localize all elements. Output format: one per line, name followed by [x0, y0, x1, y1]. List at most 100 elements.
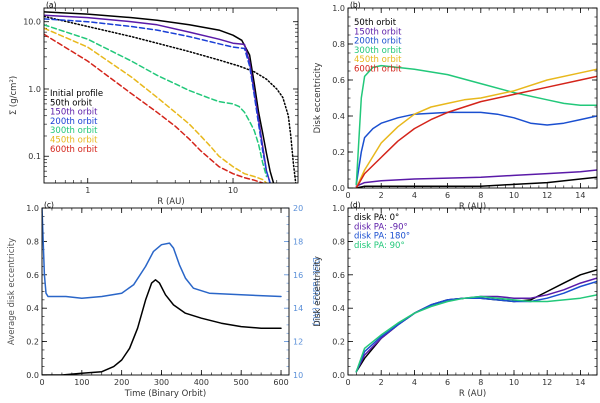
- legend-entry: Initial profile: [50, 89, 103, 99]
- panel-label: (c): [44, 201, 54, 210]
- minor-ticks: [41, 207, 282, 376]
- legend-entry: 450th orbit: [50, 136, 98, 146]
- legend-entry: 600th orbit: [50, 145, 98, 155]
- legend-entry: disk PA: 180°: [354, 232, 410, 242]
- y-tick-label: 0.2: [26, 338, 39, 347]
- x-tick-label: 200: [114, 378, 129, 387]
- panel-1: 1 10 0.1 1.0 10.0 (a) R (AU) Σ (g/cm²) Initial p…: [9, 1, 299, 207]
- x-tick-label: 0: [345, 378, 350, 387]
- y2-tick-label: 14: [293, 304, 303, 313]
- legend-entry: disk PA: 90°: [354, 241, 405, 251]
- x-tick-label: 6: [445, 191, 450, 200]
- x-tick-label: 6: [445, 378, 450, 387]
- legend-entry: 450th orbit: [354, 55, 402, 65]
- panel-label: (d): [350, 201, 361, 210]
- y-tick-label: 0.6: [332, 271, 345, 280]
- series-line: [355, 176, 597, 188]
- y-tick-label: 0.0: [332, 184, 345, 193]
- x-tick-label: 14: [575, 378, 585, 387]
- y-tick-label: 1.0: [26, 204, 39, 213]
- series-line: [355, 169, 597, 187]
- x-tick-label: 4: [412, 191, 417, 200]
- y2-tick-label: 20: [293, 204, 303, 213]
- legend-entry: 300th orbit: [50, 126, 98, 136]
- panel-4: 0 2 4 6 8 10 12 14 0.0 0.2 0.4 0.6 0.8 1.0 (d) R (AU) Di…: [313, 201, 598, 399]
- legend-entry: 150th orbit: [354, 27, 402, 37]
- series-line: [42, 208, 282, 299]
- x-axis-label: R (AU): [459, 202, 486, 212]
- series-line: [355, 277, 597, 373]
- x-tick-label: 12: [542, 378, 552, 387]
- legend-entry: disk PA: -90°: [354, 222, 408, 232]
- plot-frame: [347, 207, 598, 376]
- plot-frame: [43, 7, 299, 184]
- legend-entry: 200th orbit: [354, 37, 402, 47]
- x-tick-label: 8: [478, 191, 483, 200]
- x-tick-label: 400: [194, 378, 209, 387]
- x-tick-label: 2: [379, 378, 384, 387]
- legend-entry: 300th orbit: [354, 46, 402, 56]
- y-tick-label: 0.6: [26, 271, 39, 280]
- y-tick-label: 0.0: [332, 371, 345, 380]
- x-tick-label: 0: [39, 378, 44, 387]
- panel-3: 0 100 200 300 400 500 600 0.0 0.2 0.4 0.6 0.8 1.0 10 1…: [7, 201, 320, 400]
- y-tick-label: 0.8: [26, 237, 39, 246]
- legend-entry: 50th orbit: [50, 98, 93, 108]
- series-line: [42, 279, 282, 375]
- series-line: [44, 18, 271, 183]
- series-line: [355, 269, 597, 373]
- y2-axis-label: Disk radius (AU): [310, 257, 320, 326]
- y-tick-label: 1.0: [28, 85, 41, 94]
- y-axis-label: Σ (g/cm²): [9, 76, 19, 115]
- minor-ticks: [44, 8, 298, 183]
- y-tick-label: 0.8: [332, 237, 345, 246]
- x-tick-label: 100: [74, 378, 89, 387]
- x-tick-label: 10: [509, 378, 519, 387]
- x-tick-label: 8: [478, 378, 483, 387]
- x-tick-label: 14: [575, 191, 585, 200]
- y2-tick-label: 16: [293, 271, 303, 280]
- series-line: [44, 15, 297, 183]
- y-tick-label: 0.4: [26, 304, 39, 313]
- y2-tick-label: 10: [293, 371, 303, 380]
- series-line: [44, 33, 264, 183]
- series-line: [355, 280, 597, 373]
- y2-tick-label: 18: [293, 237, 303, 246]
- y-tick-label: 0.6: [332, 76, 345, 85]
- y-axis-label: Disk eccentricity: [313, 63, 323, 134]
- series-group: [44, 11, 297, 183]
- legend-entry: 50th orbit: [354, 18, 397, 28]
- series-line: [355, 111, 597, 186]
- legend-entry: disk PA: 0°: [354, 213, 399, 223]
- legend-entry: 200th orbit: [50, 117, 98, 127]
- legend-entry: 600th orbit: [354, 65, 402, 75]
- x-tick-label: 0: [345, 191, 350, 200]
- x-axis-label: R (AU): [459, 389, 486, 399]
- x-tick-label: 4: [412, 378, 417, 387]
- legend: disk PA: 0°disk PA: -90°disk PA: 180°dis…: [354, 213, 410, 251]
- y-tick-label: 0.0: [26, 371, 39, 380]
- x-axis-label: R (AU): [157, 197, 184, 207]
- x-tick-label: 10: [228, 186, 238, 195]
- series-group: [42, 208, 282, 375]
- y2-tick-label: 12: [293, 338, 303, 347]
- x-tick-label: 500: [234, 378, 249, 387]
- y-tick-label: 0.4: [332, 112, 345, 121]
- y-tick-label: 0.1: [28, 152, 41, 161]
- x-tick-label: 600: [273, 378, 288, 387]
- y-tick-label: 10.0: [23, 18, 41, 27]
- series-line: [44, 11, 275, 183]
- panel-label: (b): [350, 1, 361, 10]
- plot-frame: [41, 207, 290, 376]
- series-line: [44, 27, 268, 183]
- y-tick-label: 0.2: [332, 338, 345, 347]
- y-tick-label: 0.8: [332, 40, 345, 49]
- plot-frame: [347, 7, 598, 189]
- series-line: [355, 64, 597, 186]
- x-tick-label: 300: [154, 378, 169, 387]
- panel-2: 0 2 4 6 8 10 12 14 0.0 0.2 0.4 0.6 0.8 1.0 (b) R (AU) Di…: [313, 1, 598, 212]
- y-tick-label: 0.4: [332, 304, 345, 313]
- series-line: [355, 68, 597, 188]
